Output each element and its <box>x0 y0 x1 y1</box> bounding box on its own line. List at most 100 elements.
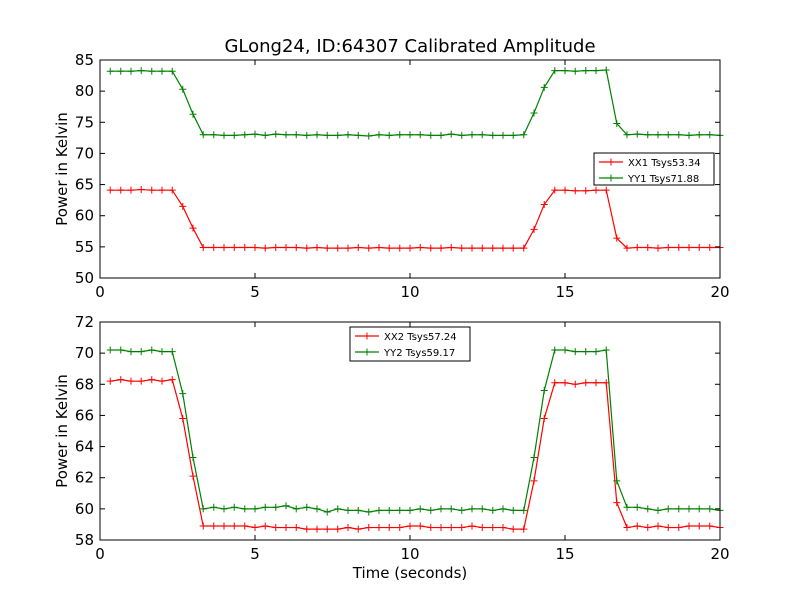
data-point <box>251 130 259 138</box>
data-point <box>230 243 238 251</box>
data-point <box>416 131 424 139</box>
y-tick-label: 60 <box>75 500 94 518</box>
series-1-group <box>106 186 724 252</box>
data-point <box>613 234 621 242</box>
data-point <box>220 522 228 530</box>
data-point <box>385 506 393 514</box>
data-point <box>168 186 176 194</box>
data-point <box>706 522 714 530</box>
data-point <box>664 131 672 139</box>
series-line-1 <box>110 188 720 249</box>
data-point <box>127 348 135 356</box>
data-point <box>158 348 166 356</box>
data-point <box>592 348 600 356</box>
data-point <box>117 346 125 354</box>
data-point <box>561 186 569 194</box>
data-point <box>179 202 187 210</box>
data-point <box>179 390 187 398</box>
x-tick-label: 10 <box>400 283 419 301</box>
data-point <box>706 131 714 139</box>
data-point <box>530 477 538 485</box>
data-point <box>168 376 176 384</box>
data-point <box>437 524 445 532</box>
data-point <box>447 130 455 138</box>
data-point <box>334 131 342 139</box>
data-point <box>520 131 528 139</box>
data-point <box>282 502 290 510</box>
y-tick-label: 85 <box>75 51 94 69</box>
data-point <box>230 131 238 139</box>
data-point <box>303 525 311 533</box>
data-point <box>344 244 352 252</box>
series-line-2 <box>110 349 721 513</box>
data-point <box>148 186 156 194</box>
data-point <box>385 244 393 252</box>
x-tick-label: 0 <box>95 545 105 563</box>
x-tick-label: 15 <box>555 545 574 563</box>
data-point <box>241 505 249 513</box>
data-point <box>251 505 259 513</box>
data-point <box>406 522 414 530</box>
data-point <box>509 244 517 252</box>
data-point <box>416 505 424 513</box>
data-point <box>127 67 135 75</box>
y-tick-label: 72 <box>75 313 94 331</box>
legend-marker <box>607 174 615 182</box>
legend-marker <box>363 348 371 356</box>
data-point <box>633 243 641 251</box>
data-point <box>106 377 114 385</box>
data-point <box>344 131 352 139</box>
data-point <box>365 244 373 252</box>
data-point <box>582 348 590 356</box>
data-point <box>179 85 187 93</box>
data-point <box>416 522 424 530</box>
data-point <box>592 379 600 387</box>
data-point <box>509 131 517 139</box>
data-point <box>437 244 445 252</box>
data-point <box>282 131 290 139</box>
data-point <box>530 225 538 233</box>
data-point <box>241 243 249 251</box>
data-point <box>437 505 445 513</box>
data-point <box>313 525 321 533</box>
data-point <box>241 522 249 530</box>
data-point <box>323 244 331 252</box>
data-point <box>137 67 145 75</box>
x-tick-label: 15 <box>555 283 574 301</box>
data-point <box>220 243 228 251</box>
data-point <box>354 506 362 514</box>
data-point <box>292 131 300 139</box>
data-point <box>282 524 290 532</box>
data-point <box>406 244 414 252</box>
data-point <box>220 505 228 513</box>
data-point <box>520 244 528 252</box>
y-tick-label: 50 <box>75 269 94 287</box>
data-point <box>675 524 683 532</box>
data-point <box>220 131 228 139</box>
legend-label: YY1 Tsys71.88 <box>627 174 699 185</box>
data-point <box>396 131 404 139</box>
series-2-group <box>106 346 724 516</box>
data-point <box>365 524 373 532</box>
data-point <box>644 243 652 251</box>
y-tick-label: 80 <box>75 82 94 100</box>
x-tick-label: 0 <box>95 283 105 301</box>
data-point <box>613 477 621 485</box>
data-point <box>396 244 404 252</box>
data-point <box>344 506 352 514</box>
data-point <box>685 522 693 530</box>
y-tick-label: 68 <box>75 375 94 393</box>
data-point <box>158 67 166 75</box>
data-point <box>571 380 579 388</box>
data-point <box>406 131 414 139</box>
y-tick-label: 70 <box>75 144 94 162</box>
data-point <box>613 120 621 128</box>
data-point <box>199 243 207 251</box>
data-point <box>489 131 497 139</box>
data-point <box>106 346 114 354</box>
data-point <box>644 505 652 513</box>
data-point <box>106 186 114 194</box>
data-point <box>272 243 280 251</box>
data-point <box>571 348 579 356</box>
data-point <box>706 505 714 513</box>
